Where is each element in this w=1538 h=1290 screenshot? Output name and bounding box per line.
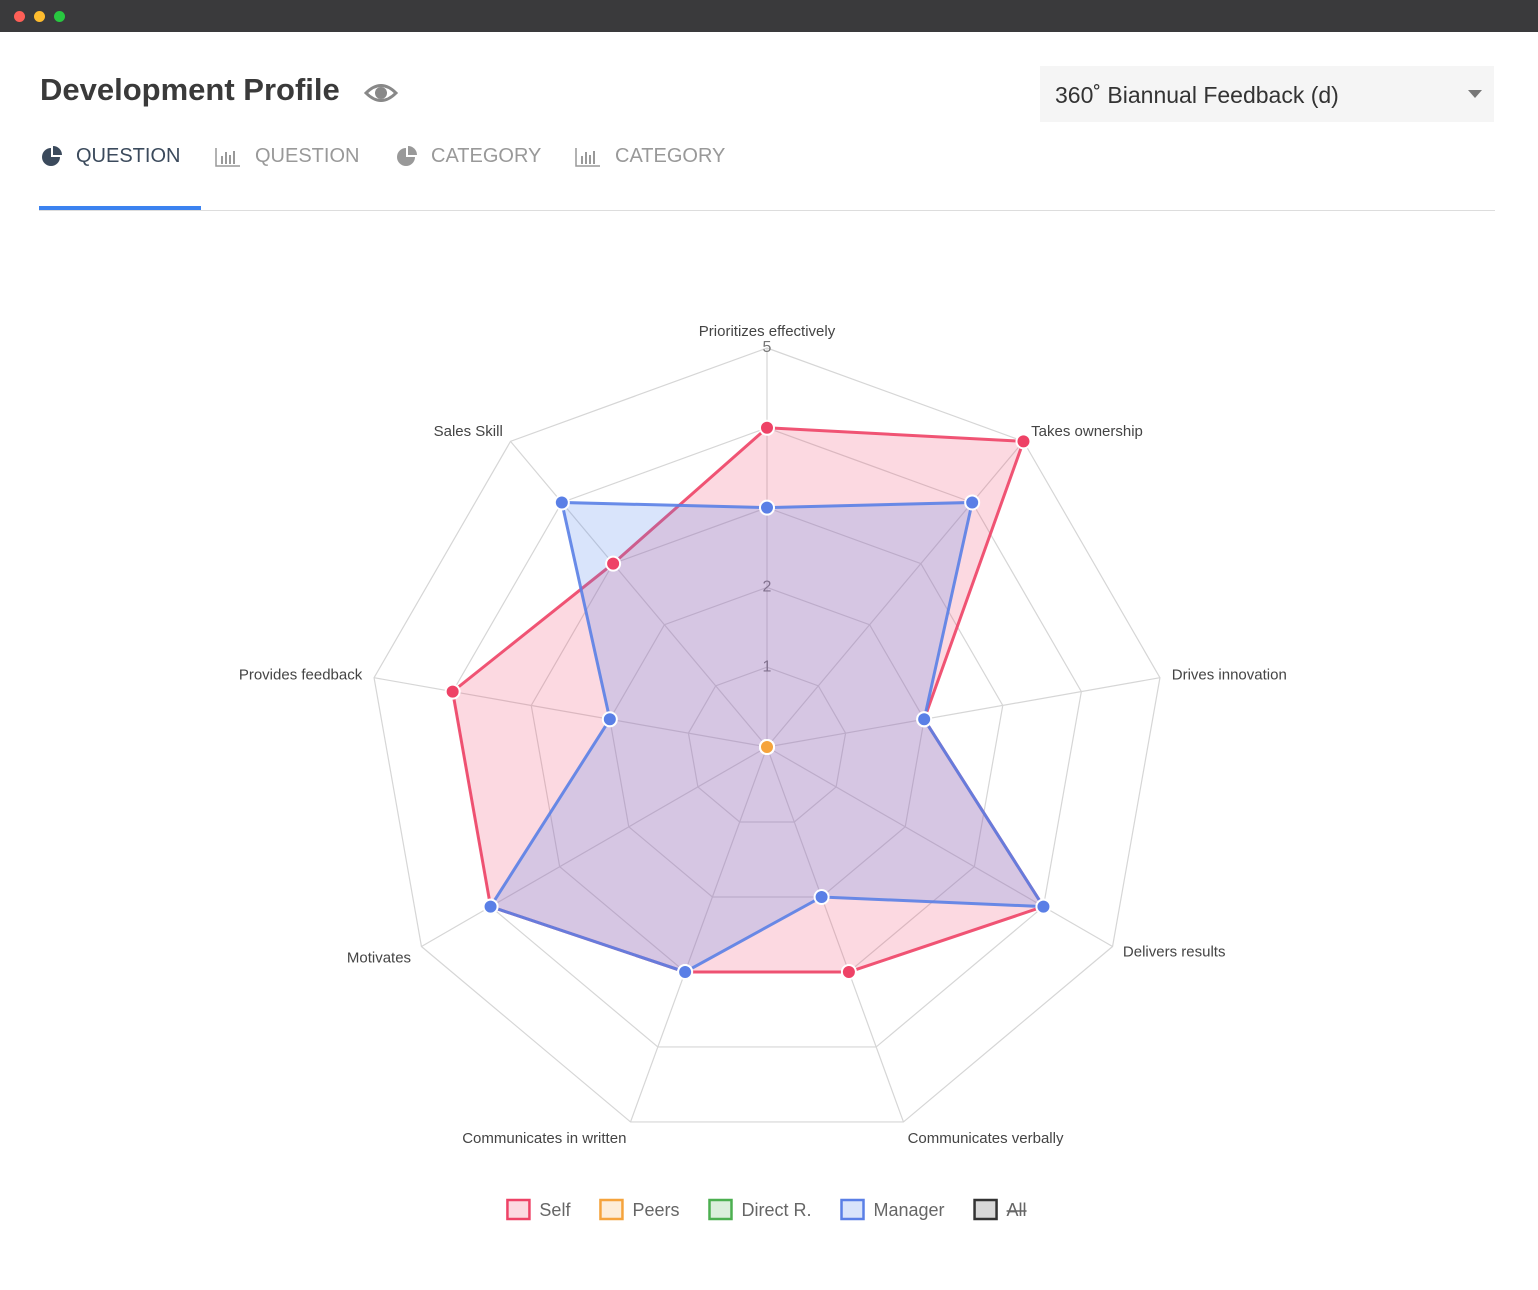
zoom[interactable] (54, 11, 65, 22)
grid-ring (373, 347, 1161, 1123)
tab-label: QUESTION (255, 145, 360, 167)
legend-label: Peers (632, 1200, 679, 1220)
data-point (677, 963, 694, 980)
tab-label: QUESTION (76, 145, 181, 167)
axis-label: Communicates in written (462, 1130, 626, 1147)
legend-swatch (840, 1198, 865, 1221)
data-point (916, 711, 933, 728)
axis-label: Communicates verbally (908, 1130, 1064, 1147)
data-point (482, 898, 499, 915)
tab[interactable]: QUESTION (215, 145, 359, 168)
legend-swatch (973, 1198, 998, 1221)
tick-label: 1 (763, 658, 772, 675)
dropdown-arrow (1468, 90, 1482, 98)
legend-label: Direct R. (741, 1200, 811, 1220)
spoke (766, 746, 1113, 948)
spoke (766, 440, 1024, 748)
tab-label: CATEGORY (431, 145, 542, 167)
spoke (629, 746, 768, 1123)
data-point (605, 555, 622, 572)
data-point (1015, 433, 1032, 450)
axis-label: Drives innovation (1172, 667, 1287, 684)
eye-icon[interactable] (364, 80, 398, 106)
axis-label: Takes ownership (1031, 423, 1143, 440)
data-point (964, 494, 981, 511)
dropdown[interactable]: 360˚ Biannual Feedback (d) (1040, 66, 1494, 122)
data-point (759, 739, 775, 755)
data-point (553, 494, 570, 511)
axis-label: Prioritizes effectively (699, 323, 836, 340)
bar-icon (215, 147, 240, 167)
grid-ring (687, 666, 847, 823)
axis-label: Provides feedback (239, 667, 363, 684)
legend-swatch (506, 1198, 531, 1221)
spoke (373, 677, 768, 748)
active-underline (39, 206, 201, 210)
legend-swatch (599, 1198, 624, 1221)
pie-icon (42, 145, 62, 166)
legend-label: Self (539, 1200, 571, 1220)
legend-label: All (1007, 1200, 1027, 1220)
data-point (601, 711, 618, 728)
tick-label: 5 (763, 339, 772, 356)
axis-label: Motivates (347, 949, 411, 966)
data-point (840, 963, 857, 980)
tab[interactable]: CATEGORY (575, 145, 725, 168)
spoke (421, 746, 768, 948)
series-area (451, 426, 1046, 974)
grid-ring (609, 586, 925, 898)
legend: Self Peers Direct R. Manager All (506, 1198, 1027, 1221)
tick-label: 2 (763, 579, 772, 596)
data-point (813, 888, 830, 905)
spoke (510, 440, 768, 748)
dropdown-text: 360˚ Biannual Feedback (d) (1055, 82, 1339, 108)
data-point (444, 683, 461, 700)
legend-swatch (708, 1198, 733, 1221)
pie-icon (397, 145, 417, 166)
close[interactable] (14, 11, 25, 22)
divider (39, 210, 1495, 211)
spoke (766, 677, 1161, 748)
axis-label: Sales Skill (434, 423, 503, 440)
data-point (759, 499, 775, 516)
tab-label: CATEGORY (615, 145, 726, 167)
window-bar (0, 0, 1538, 32)
data-point (1035, 898, 1052, 915)
data-point (759, 419, 775, 436)
grid-ring (452, 427, 1082, 1048)
tab[interactable]: CATEGORY (395, 145, 541, 168)
tab[interactable]: QUESTION (40, 145, 180, 168)
series-area (488, 500, 1047, 974)
spoke (766, 746, 905, 1123)
legend-label: Manager (874, 1200, 945, 1220)
page-title: Development Profile (40, 72, 340, 107)
bar-icon (575, 147, 600, 167)
axis-label: Delivers results (1123, 943, 1226, 960)
minimize[interactable] (34, 11, 45, 22)
